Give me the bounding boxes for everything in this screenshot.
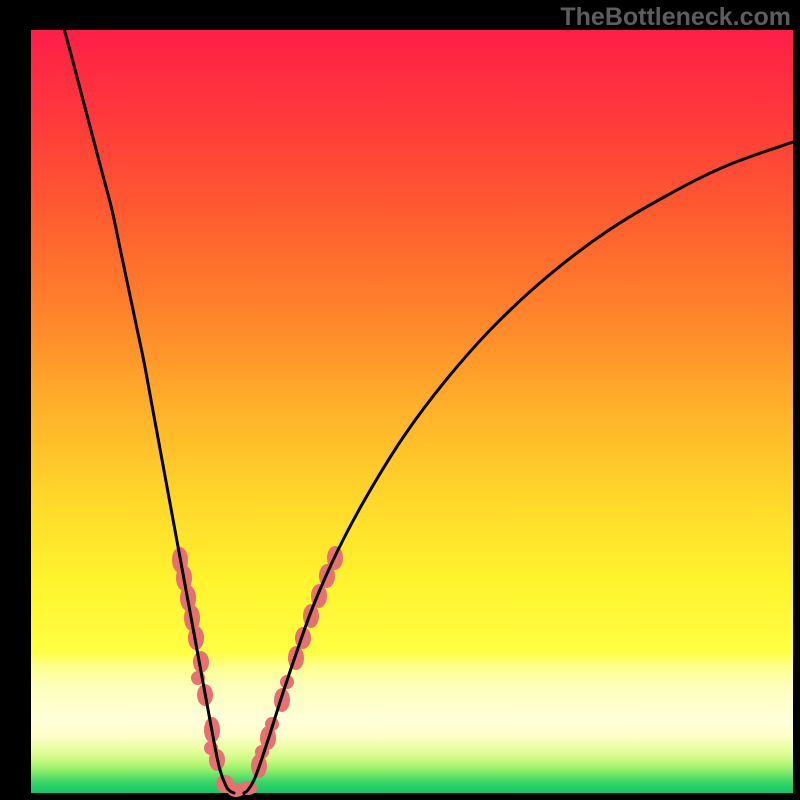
plot-area [31, 30, 793, 793]
watermark-text: TheBottleneck.com [560, 3, 791, 32]
chart-container: TheBottleneck.com [0, 0, 800, 800]
